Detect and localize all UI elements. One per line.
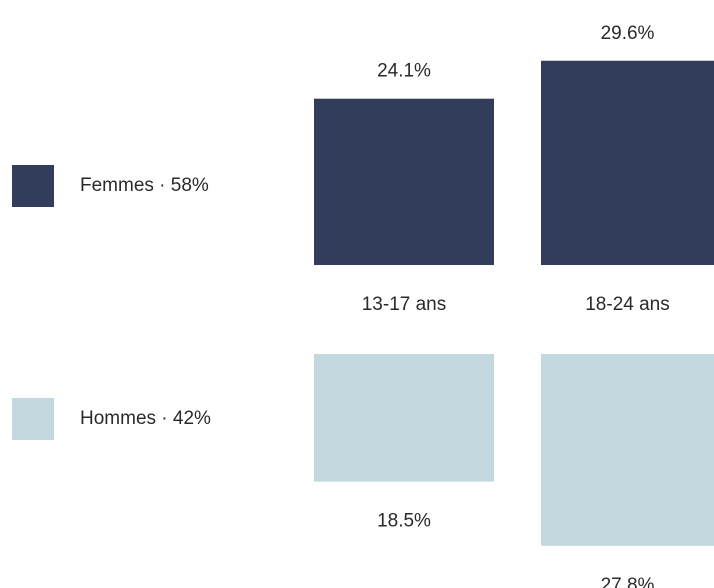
category-label: 18-24 ans: [585, 294, 670, 315]
value-label: 29.6%: [601, 23, 655, 44]
bar: [541, 60, 714, 266]
value-label: 24.1%: [377, 61, 431, 82]
bar: [541, 354, 714, 546]
value-label: 27.8%: [601, 575, 655, 588]
legend-swatch: [12, 165, 54, 207]
legend-swatch: [12, 398, 54, 440]
bar: [314, 354, 494, 482]
value-label: 18.5%: [377, 511, 431, 532]
bar: [314, 98, 494, 266]
legend-label: Hommes · 42%: [80, 408, 211, 429]
legend-label: Femmes · 58%: [80, 175, 209, 196]
category-label: 13-17 ans: [362, 294, 447, 315]
